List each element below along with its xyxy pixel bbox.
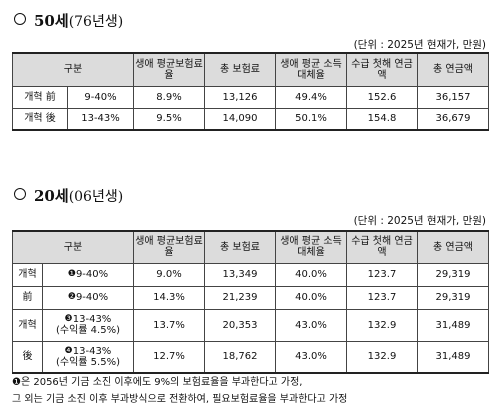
total-pension: 36,157	[417, 85, 489, 109]
first-year-pension: 132.9	[346, 340, 418, 374]
header-replacement-rate: 생애 평균 소득대체율	[275, 52, 347, 87]
section2-unit: (단위 : 2025년 현재가, 만원)	[353, 215, 486, 227]
total-pension: 29,319	[417, 285, 489, 310]
first-year-pension: 154.8	[346, 107, 418, 131]
total-pension: 36,679	[417, 107, 489, 131]
section2-title-sub: (06년생)	[68, 189, 124, 205]
circle-bullet-icon	[14, 13, 26, 25]
header-first-year-pension: 수급 첫해 연금액	[346, 52, 418, 87]
total-premium: 18,762	[204, 340, 276, 374]
header-category: 구분	[12, 230, 134, 264]
table-row: 개혁 前 9-40% 8.9% 13,126 49.4% 152.6 36,15…	[12, 85, 489, 109]
table-header-row: 구분 생애 평균보험료율 총 보험료 생애 평균 소득대체율 수급 첫해 연금액…	[12, 52, 489, 87]
total-premium: 20,353	[204, 308, 276, 342]
avg-premium-rate: 14.3%	[133, 285, 205, 310]
circled-number-4-icon: ❹	[64, 345, 73, 356]
circled-number-1-icon: ❶	[67, 269, 76, 279]
total-premium: 13,126	[204, 85, 276, 109]
footnote-line: ❶은 2056년 기금 소진 이후에도 9%의 보험료율을 부과한다고 가정,	[12, 377, 303, 388]
first-year-pension: 123.7	[346, 285, 418, 310]
rate-range: ❹13-43% (수익률 5.5%)	[42, 340, 134, 374]
table-row: 개혁 ❶9-40% 9.0% 13,349 40.0% 123.7 29,319	[12, 262, 489, 287]
header-replacement-rate: 생애 평균 소득대체율	[275, 230, 347, 264]
section2-title: 20세(06년생)	[14, 185, 123, 206]
header-avg-premium-rate: 생애 평균보험료율	[133, 52, 205, 87]
group-label-before-bottom: 前	[12, 285, 43, 310]
table-row: 前 ❷9-40% 14.3% 21,239 40.0% 123.7 29,319	[12, 285, 489, 310]
footnotes: ❶은 2056년 기금 소진 이후에도 9%의 보험료율을 부과한다고 가정, …	[12, 374, 347, 408]
rate-range: 9-40%	[67, 85, 134, 109]
avg-premium-rate: 9.5%	[133, 107, 205, 131]
section1-title-sub: (76년생)	[68, 14, 124, 30]
circle-bullet-icon	[14, 188, 26, 200]
header-total-premium: 총 보험료	[204, 230, 276, 264]
replacement-rate: 49.4%	[275, 85, 347, 109]
section1-title: 50세(76년생)	[14, 10, 123, 31]
replacement-rate: 50.1%	[275, 107, 347, 131]
table-row: 개혁 ❸13-43% (수익률 4.5%) 13.7% 20,353 43.0% …	[12, 308, 489, 342]
replacement-rate: 40.0%	[275, 262, 347, 287]
first-year-pension: 152.6	[346, 85, 418, 109]
header-category: 구분	[12, 52, 134, 87]
avg-premium-rate: 13.7%	[133, 308, 205, 342]
group-label-before-top: 개혁	[12, 262, 43, 287]
replacement-rate: 43.0%	[275, 340, 347, 374]
table-20: 구분 생애 평균보험료율 총 보험료 생애 평균 소득대체율 수급 첫해 연금액…	[12, 230, 489, 374]
circled-number-3-icon: ❸	[64, 314, 73, 324]
table-50: 구분 생애 평균보험료율 총 보험료 생애 평균 소득대체율 수급 첫해 연금액…	[12, 52, 489, 131]
return-note: (수익률 5.5%)	[56, 356, 120, 368]
rate-range: ❷9-40%	[42, 285, 134, 310]
total-premium: 13,349	[204, 262, 276, 287]
first-year-pension: 123.7	[346, 262, 418, 287]
avg-premium-rate: 9.0%	[133, 262, 205, 287]
table-row: 개혁 後 13-43% 9.5% 14,090 50.1% 154.8 36,6…	[12, 107, 489, 131]
total-premium: 21,239	[204, 285, 276, 310]
table-row: 後 ❹13-43% (수익률 5.5%) 12.7% 18,762 43.0% 1…	[12, 340, 489, 374]
group-label-after-bottom: 後	[12, 340, 43, 374]
first-year-pension: 132.9	[346, 308, 418, 342]
header-total-pension: 총 연금액	[417, 52, 489, 87]
section1-title-main: 50세	[34, 12, 69, 30]
total-pension: 31,489	[417, 308, 489, 342]
section2-title-main: 20세	[34, 187, 69, 205]
avg-premium-rate: 12.7%	[133, 340, 205, 374]
table-header-row: 구분 생애 평균보험료율 총 보험료 생애 평균 소득대체율 수급 첫해 연금액…	[12, 230, 489, 264]
rate-range: ❸13-43% (수익률 4.5%)	[42, 308, 134, 342]
section1-unit: (단위 : 2025년 현재가, 만원)	[353, 39, 486, 51]
total-premium: 14,090	[204, 107, 276, 131]
group-label-after-top: 개혁	[12, 308, 43, 342]
total-pension: 29,319	[417, 262, 489, 287]
avg-premium-rate: 8.9%	[133, 85, 205, 109]
replacement-rate: 40.0%	[275, 285, 347, 310]
header-total-premium: 총 보험료	[204, 52, 276, 87]
row-label: 개혁 前	[12, 85, 68, 109]
header-avg-premium-rate: 생애 평균보험료율	[133, 230, 205, 264]
return-note: (수익률 4.5%)	[56, 325, 120, 336]
circled-number-2-icon: ❷	[67, 292, 76, 302]
footnote-line: 그 외는 기금 소진 이후 부과방식으로 전환하여, 필요보험료율을 부과한다고…	[12, 394, 348, 405]
rate-range: ❶9-40%	[42, 262, 134, 287]
header-first-year-pension: 수급 첫해 연금액	[346, 230, 418, 264]
row-label: 개혁 後	[12, 107, 68, 131]
header-total-pension: 총 연금액	[417, 230, 489, 264]
replacement-rate: 43.0%	[275, 308, 347, 342]
rate-range: 13-43%	[67, 107, 134, 131]
total-pension: 31,489	[417, 340, 489, 374]
